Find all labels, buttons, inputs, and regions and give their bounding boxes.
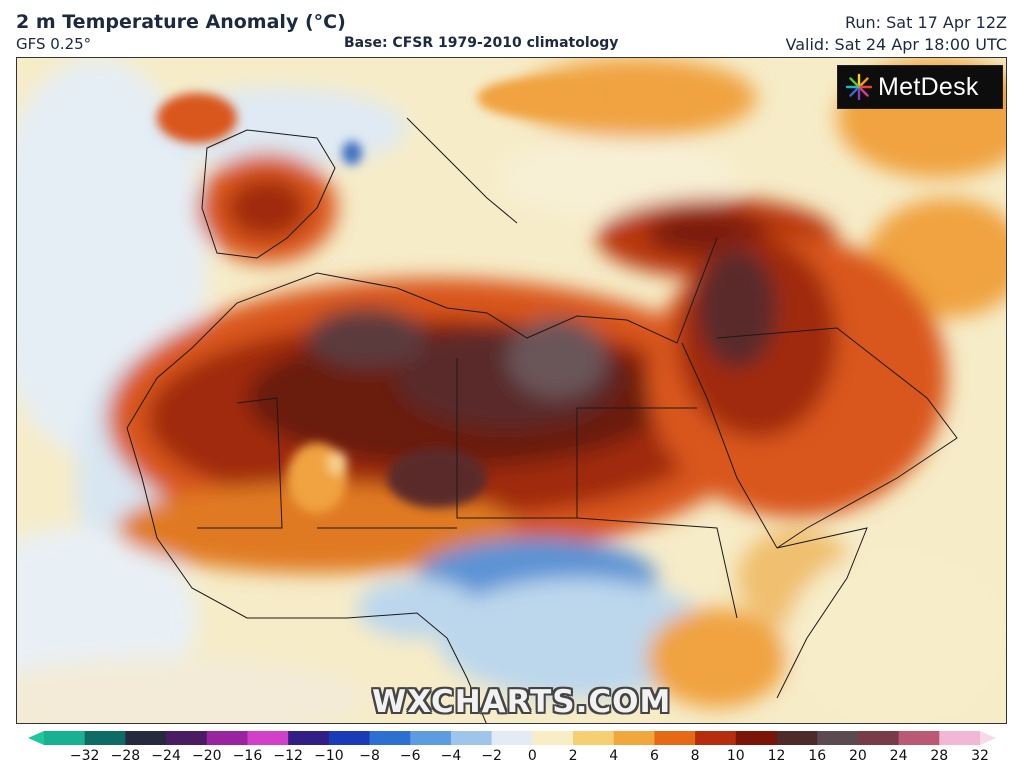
colorbar-tick-label: 24: [889, 748, 908, 764]
chart-header: 2 m Temperature Anomaly (°C) GFS 0.25° B…: [0, 0, 1024, 56]
colorbar-swatch: [573, 731, 615, 745]
italy-coast: [406, 117, 518, 224]
colorbar-swatch: [328, 731, 371, 745]
colorbar-swatch: [125, 731, 167, 745]
colorbar-tick-label: −28: [110, 748, 141, 764]
colorbar-swatch: [166, 731, 208, 745]
colorbar-tick-label: −24: [151, 748, 181, 764]
colorbar-tick-label: 20: [848, 748, 867, 764]
colorbar-tick-label: 6: [649, 748, 659, 764]
arabia-coast: [716, 327, 958, 549]
colorbar-tick-label: 28: [930, 748, 949, 764]
colorbar-tick-label: −6: [399, 748, 421, 764]
colorbar-labels: −32 −28 −24 −20 −16 −12 −10 −8 −6 −4 −2 0 2 4 6 8 10 12 16…: [0, 748, 1024, 770]
colorbar-tick-label: 16: [808, 748, 827, 764]
colorbar-swatch: [939, 731, 981, 745]
iberia-coast: [201, 129, 336, 259]
anomaly-detail: [157, 78, 597, 513]
valid-time-label: Valid: Sat 24 Apr 18:00 UTC: [785, 35, 1007, 54]
colorbar-tick-label: −12: [273, 748, 303, 764]
metdesk-logo: MetDesk: [837, 65, 1003, 109]
colorbar-swatch: [247, 731, 289, 745]
colorbar-tick-label: −20: [192, 748, 222, 764]
colorbar-swatch: [613, 731, 656, 745]
colorbar-swatch: [491, 731, 533, 745]
colorbar-tick-label: 4: [609, 748, 619, 764]
colorbar-tick-label: −32: [69, 748, 100, 764]
chart-title: 2 m Temperature Anomaly (°C): [16, 11, 346, 33]
colorbar-max-arrow: [980, 731, 996, 745]
colorbar-tick-label: 32: [971, 748, 989, 764]
colorbar: [28, 731, 996, 745]
colorbar-swatch: [288, 731, 330, 745]
east-africa-border: [576, 517, 738, 619]
metdesk-flower-icon: [845, 73, 873, 101]
colorbar-swatch: [654, 731, 696, 745]
colorbar-swatch: [695, 731, 737, 745]
anomaly-field: [17, 58, 1006, 723]
colorbar-swatch: [450, 731, 493, 745]
colorbar-tick-label: −8: [359, 748, 380, 764]
base-climatology-label: Base: CFSR 1979-2010 climatology: [344, 35, 619, 51]
colorbar-swatch: [410, 731, 452, 745]
colorbar-swatch: [776, 731, 818, 745]
colorbar-tick-label: 12: [767, 748, 786, 764]
west-africa-coast: [126, 427, 448, 639]
colorbar-tick-label: 0: [527, 748, 537, 764]
colorbar-swatch: [898, 731, 940, 745]
anomaly-map[interactable]: [16, 57, 1007, 724]
colorbar-swatch: [44, 731, 86, 745]
watermark: WXCHARTS.COM: [372, 684, 672, 720]
colorbar-tick-label: −4: [440, 748, 462, 764]
map-canvas: [17, 58, 1006, 723]
colorbar-min-arrow: [28, 731, 44, 745]
logo-text: MetDesk: [878, 73, 979, 101]
colorbar-tick-label: −2: [481, 748, 502, 764]
west-border: [197, 397, 283, 529]
coastlines: [126, 117, 958, 723]
colorbar-swatch: [206, 731, 249, 745]
colorbar-tick-label: 8: [690, 748, 700, 764]
colorbar-swatch: [84, 731, 126, 745]
colorbar-swatch: [857, 731, 900, 745]
colorbar-swatch: [532, 731, 574, 745]
gulf-guinea-coast: [446, 637, 487, 723]
colorbar-tick-label: −10: [314, 748, 344, 764]
colorbar-tick-label: −16: [232, 748, 263, 764]
model-label: GFS 0.25°: [16, 35, 92, 53]
colorbar-swatch: [369, 731, 411, 745]
central-border: [456, 358, 578, 519]
red-sea-coast: [681, 342, 778, 549]
north-africa-coast: [126, 237, 718, 429]
colorbar-swatch: [817, 731, 859, 745]
horn-africa-coast: [776, 527, 868, 699]
colorbar-tick-label: 10: [726, 748, 745, 764]
colorbar-tick-label: 2: [568, 748, 578, 764]
colorbar-swatch: [735, 731, 778, 745]
run-time-label: Run: Sat 17 Apr 12Z: [844, 13, 1007, 32]
